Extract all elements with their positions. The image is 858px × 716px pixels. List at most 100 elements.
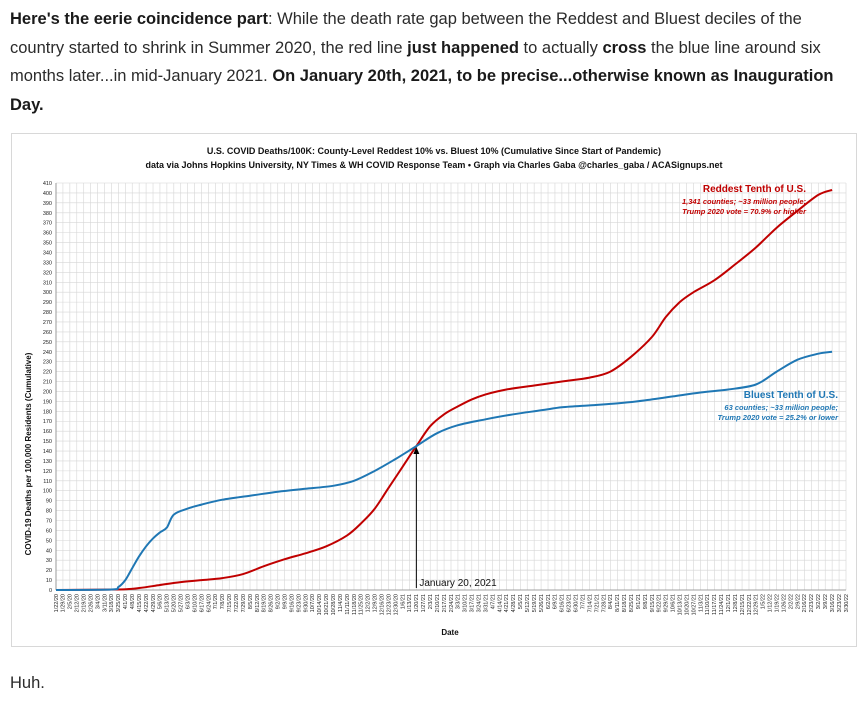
y-tick-label: 370 (43, 221, 52, 227)
x-tick-label: 6/9/21 (553, 594, 559, 609)
x-tick-label: 12/2/20 (366, 594, 372, 612)
x-tick-label: 12/30/20 (393, 594, 399, 615)
x-tick-label: 11/4/20 (338, 594, 344, 612)
x-tick-label: 11/25/20 (359, 594, 365, 615)
intro-bold-text: On January 20th, 2021, to be precise...o… (10, 67, 834, 114)
x-tick-label: 2/17/21 (442, 594, 448, 612)
x-tick-label: 10/7/20 (310, 594, 316, 612)
x-tick-label: 3/30/22 (844, 594, 850, 612)
x-tick-label: 3/23/22 (837, 594, 843, 612)
x-tick-label: 7/7/21 (580, 594, 586, 609)
y-axis-label: COVID-19 Deaths per 100,000 Residents (C… (24, 352, 33, 555)
x-tick-label: 3/18/20 (109, 594, 115, 612)
y-tick-label: 280 (43, 310, 52, 316)
y-tick-label: 80 (46, 509, 52, 515)
y-tick-label: 60 (46, 528, 52, 534)
x-tick-label: 9/22/21 (657, 594, 663, 612)
x-tick-label: 3/10/21 (463, 594, 469, 612)
y-tick-label: 340 (43, 250, 52, 256)
annotation-arrowhead (413, 447, 420, 455)
x-tick-label: 11/11/20 (345, 594, 351, 615)
x-tick-label: 9/30/20 (303, 594, 309, 612)
x-tick-label: 12/1/21 (726, 594, 732, 612)
y-tick-label: 410 (43, 181, 52, 187)
chart-grid (55, 182, 847, 591)
x-tick-label: 6/3/20 (185, 594, 191, 609)
x-tick-label: 11/17/21 (712, 594, 718, 615)
x-tick-label: 9/1/21 (636, 594, 642, 609)
y-tick-label: 130 (43, 459, 52, 465)
x-tick-label: 5/6/20 (158, 594, 164, 609)
x-tick-label: 6/23/21 (567, 594, 573, 612)
legend-detail: 63 counties; ~33 million people; (724, 403, 838, 412)
legend-detail: Trump 2020 vote = 70.9% or higher (682, 207, 807, 216)
x-tick-label: 7/22/20 (234, 594, 240, 612)
x-tick-label: 4/14/21 (497, 594, 503, 612)
y-tick-label: 260 (43, 330, 52, 336)
y-tick-label: 230 (43, 360, 52, 366)
x-tick-label: 1/12/22 (768, 594, 774, 612)
annotation: January 20, 2021 (413, 447, 497, 589)
y-tick-label: 300 (43, 290, 52, 296)
x-tick-label: 6/16/21 (560, 594, 566, 612)
y-tick-label: 170 (43, 419, 52, 425)
x-tick-label: 3/17/21 (470, 594, 476, 612)
y-tick-label: 140 (43, 449, 52, 455)
y-axis: 0 10 20 30 40 50 60 70 80 90 100 110 120 130 140 150 160… (43, 181, 57, 594)
y-tick-label: 210 (43, 380, 52, 386)
x-tick-label: 2/12/20 (75, 594, 81, 612)
x-tick-label: 3/9/22 (823, 594, 829, 609)
y-tick-label: 70 (46, 519, 52, 525)
intro-bold-text: Here's the eerie coincidence part (10, 10, 268, 28)
x-tick-label: 1/22/20 (54, 594, 60, 612)
x-tick-label: 2/5/20 (68, 594, 74, 609)
x-tick-label: 9/16/20 (289, 594, 295, 612)
y-tick-label: 390 (43, 201, 52, 207)
x-tick-label: 3/2/22 (816, 594, 822, 609)
x-tick-label: 1/29/20 (61, 594, 67, 612)
x-axis-label: Date (441, 628, 459, 637)
x-tick-label: 6/24/20 (206, 594, 212, 612)
x-tick-label: 1/26/22 (781, 594, 787, 612)
x-tick-label: 9/8/21 (643, 594, 649, 609)
series-line (55, 350, 833, 591)
x-tick-label: 2/9/22 (795, 594, 801, 609)
legend-title: Reddest Tenth of U.S. (703, 184, 806, 195)
x-tick-label: 4/7/21 (490, 594, 496, 609)
x-tick-label: 4/29/20 (151, 594, 157, 612)
x-tick-label: 12/15/21 (740, 594, 746, 615)
x-tick-label: 7/28/21 (601, 594, 607, 612)
x-tick-label: 8/12/20 (255, 594, 261, 612)
x-tick-label: 1/27/21 (421, 594, 427, 612)
legend-detail: Trump 2020 vote = 25.2% or lower (717, 413, 839, 422)
x-tick-label: 7/15/20 (227, 594, 233, 612)
chart-title: U.S. COVID Deaths/100K: County-Level Red… (207, 146, 661, 156)
legend-detail: 1,341 counties; ~33 million people; (682, 197, 806, 206)
x-tick-label: 3/31/21 (483, 594, 489, 612)
x-tick-label: 9/29/21 (664, 594, 670, 612)
y-tick-label: 240 (43, 350, 52, 356)
intro-text: the blue line around six months later...… (10, 38, 821, 86)
x-tick-label: 4/22/20 (144, 594, 150, 612)
x-tick-label: 4/8/20 (130, 594, 136, 609)
y-tick-label: 20 (46, 568, 52, 574)
x-tick-label: 4/1/20 (123, 594, 129, 609)
y-tick-label: 290 (43, 300, 52, 306)
y-tick-label: 360 (43, 231, 52, 237)
x-tick-label: 6/2/21 (546, 594, 552, 609)
x-tick-label: 3/24/21 (477, 594, 483, 612)
x-tick-label: 11/10/21 (705, 594, 711, 615)
outro-text: Huh. (10, 674, 45, 692)
x-tick-label: 3/4/20 (95, 594, 101, 609)
x-tick-label: 4/21/21 (504, 594, 510, 612)
x-tick-label: 12/8/21 (733, 594, 739, 612)
x-tick-label: 11/3/21 (698, 594, 704, 612)
x-tick-label: 10/28/20 (331, 594, 337, 615)
series-line (55, 188, 833, 591)
x-tick-label: 1/6/21 (400, 594, 406, 609)
x-tick-label: 11/18/20 (352, 594, 358, 615)
y-tick-label: 250 (43, 340, 52, 346)
y-tick-label: 110 (43, 479, 52, 485)
x-tick-label: 7/14/21 (587, 594, 593, 612)
annotation-label: January 20, 2021 (419, 578, 497, 589)
